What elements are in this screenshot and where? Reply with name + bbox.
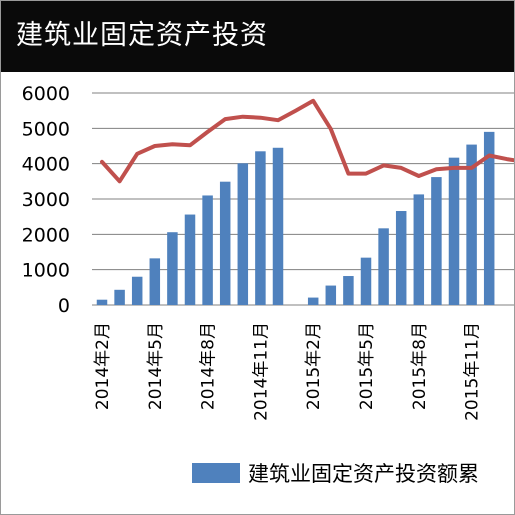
bar (395, 211, 407, 305)
grid (92, 92, 515, 306)
bar (466, 144, 477, 305)
legend-label: 建筑业固定资产投资额累 (248, 462, 479, 486)
x-tick-label: 2015年2月 (304, 322, 324, 410)
bar (219, 181, 231, 305)
bar (307, 297, 319, 305)
bar (325, 285, 337, 305)
y-tick-label: 3000 (22, 189, 70, 211)
bar (114, 289, 125, 305)
bar (184, 214, 196, 305)
y-tick-label: 0 (58, 295, 70, 317)
y-tick-label: 1000 (22, 260, 70, 282)
bar (255, 151, 266, 305)
x-tick-label: 2015年11月 (463, 322, 483, 421)
x-tick-label: 2014年5月 (146, 322, 166, 410)
x-tick-label: 2015年5月 (357, 322, 377, 410)
y-tick-label: 2000 (22, 224, 70, 246)
y-tick-label: 4000 (22, 154, 70, 176)
x-tick-label: 2015年8月 (410, 322, 430, 410)
y-tick-label: 5000 (22, 118, 70, 140)
bar (167, 232, 178, 305)
title-bar: 建筑业固定资产投资 (0, 0, 515, 72)
y-axis-ticks: 0 1000 2000 3000 4000 5000 6000 (22, 83, 70, 317)
bar (237, 163, 249, 305)
x-tick-label: 2014年2月 (93, 322, 113, 410)
bar (483, 131, 495, 305)
bar (131, 276, 143, 305)
x-tick-label: 2014年8月 (199, 322, 219, 410)
chart-title: 建筑业固定资产投资 (16, 20, 268, 51)
legend-swatch (192, 463, 240, 483)
series-line (100, 98, 515, 184)
bar (272, 147, 284, 305)
bar (448, 157, 460, 305)
bar-series (96, 131, 495, 305)
bar (413, 194, 425, 305)
bar (202, 195, 213, 305)
line-series (100, 98, 515, 184)
y-tick-label: 6000 (22, 83, 70, 105)
bar (378, 228, 389, 305)
bar (96, 299, 108, 305)
bar (149, 258, 161, 305)
bar (343, 276, 354, 305)
bar (431, 177, 442, 305)
bar (360, 257, 372, 305)
x-tick-label: 2014年11月 (251, 322, 271, 421)
x-axis-ticks: 2014年2月 2014年5月 2014年8月 2014年11月 2015年2月 2015… (93, 322, 483, 421)
legend: 建筑业固定资产投资额累 (192, 462, 479, 486)
